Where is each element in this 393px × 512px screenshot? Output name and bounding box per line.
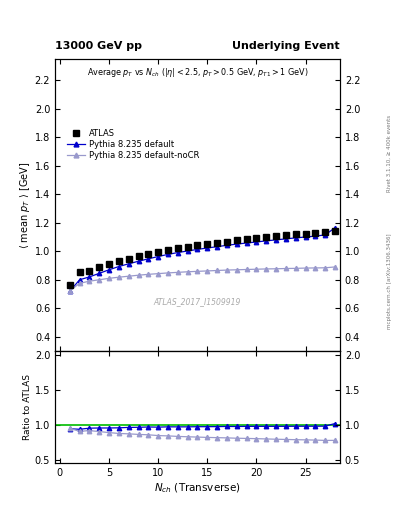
Legend: ATLAS, Pythia 8.235 default, Pythia 8.235 default-noCR: ATLAS, Pythia 8.235 default, Pythia 8.23… bbox=[65, 127, 201, 162]
Text: 13000 GeV pp: 13000 GeV pp bbox=[55, 41, 142, 51]
Text: Average $p_T$ vs $N_{ch}$ ($|\eta| < 2.5$, $p_T > 0.5$ GeV, $p_{T1} > 1$ GeV): Average $p_T$ vs $N_{ch}$ ($|\eta| < 2.5… bbox=[87, 66, 308, 79]
X-axis label: $N_{ch}$ (Transverse): $N_{ch}$ (Transverse) bbox=[154, 481, 241, 495]
Text: ATLAS_2017_I1509919: ATLAS_2017_I1509919 bbox=[154, 297, 241, 306]
Text: Underlying Event: Underlying Event bbox=[232, 41, 340, 51]
Text: Rivet 3.1.10, ≥ 400k events: Rivet 3.1.10, ≥ 400k events bbox=[387, 115, 392, 192]
Text: mcplots.cern.ch [arXiv:1306.3436]: mcplots.cern.ch [arXiv:1306.3436] bbox=[387, 234, 392, 329]
Y-axis label: Ratio to ATLAS: Ratio to ATLAS bbox=[23, 374, 32, 440]
Y-axis label: $\langle$ mean $p_T$ $\rangle$ [GeV]: $\langle$ mean $p_T$ $\rangle$ [GeV] bbox=[18, 161, 32, 249]
